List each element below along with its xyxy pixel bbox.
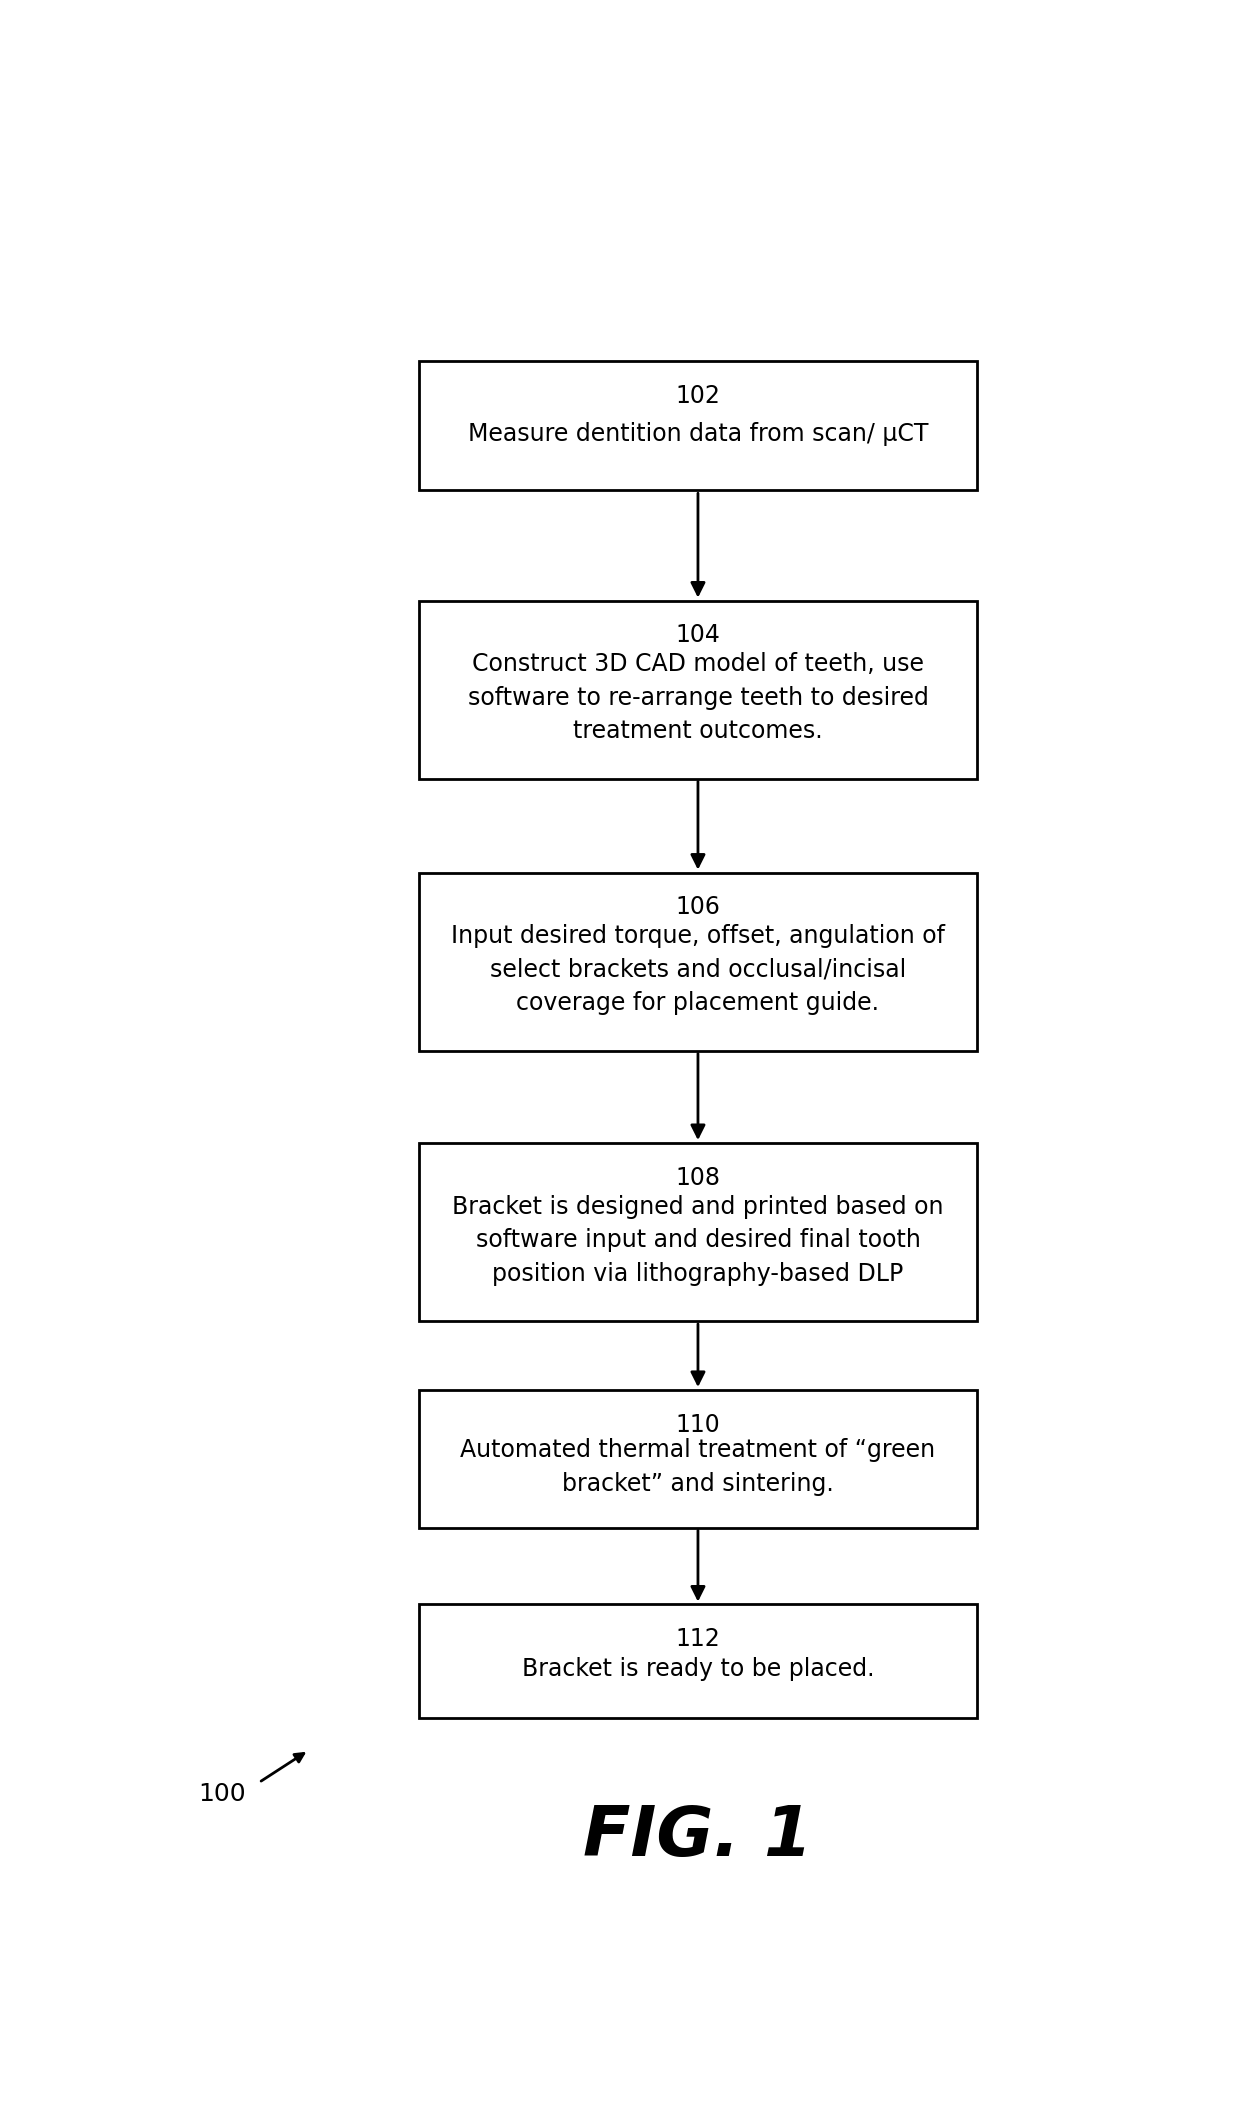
Text: Bracket is ready to be placed.: Bracket is ready to be placed. xyxy=(522,1657,874,1680)
Bar xyxy=(419,362,977,490)
Bar xyxy=(419,1390,977,1527)
Text: FIG. 1: FIG. 1 xyxy=(583,1802,812,1870)
Text: 100: 100 xyxy=(198,1781,246,1806)
Bar xyxy=(419,873,977,1052)
Text: 108: 108 xyxy=(676,1165,720,1190)
Bar xyxy=(419,1605,977,1718)
Text: 106: 106 xyxy=(676,896,720,919)
Text: Input desired torque, offset, angulation of
select brackets and occlusal/incisal: Input desired torque, offset, angulation… xyxy=(451,923,945,1016)
Text: 112: 112 xyxy=(676,1628,720,1651)
Text: 110: 110 xyxy=(676,1413,720,1436)
Bar xyxy=(419,1142,977,1321)
Text: Construct 3D CAD model of teeth, use
software to re-arrange teeth to desired
tre: Construct 3D CAD model of teeth, use sof… xyxy=(467,652,929,742)
Text: 102: 102 xyxy=(676,383,720,408)
Text: 104: 104 xyxy=(676,622,720,648)
Bar xyxy=(419,601,977,778)
Text: Measure dentition data from scan/ μCT: Measure dentition data from scan/ μCT xyxy=(467,423,929,446)
Text: Bracket is designed and printed based on
software input and desired final tooth
: Bracket is designed and printed based on… xyxy=(453,1195,944,1285)
Text: Automated thermal treatment of “green
bracket” and sintering.: Automated thermal treatment of “green br… xyxy=(460,1438,935,1495)
